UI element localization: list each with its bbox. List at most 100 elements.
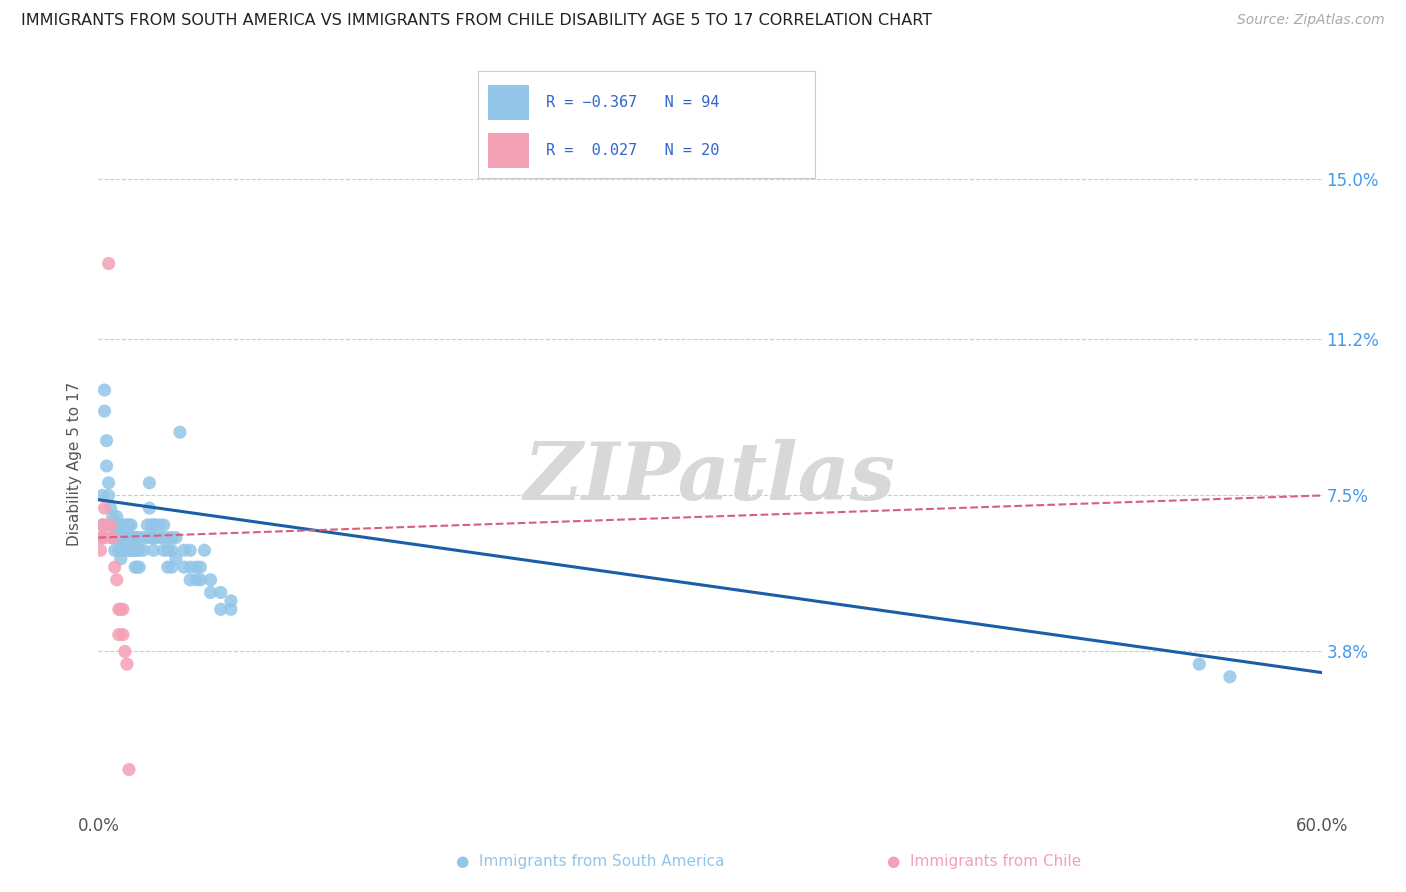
Point [100, 501, 122, 516]
Point [91, 518, 114, 533]
Point [97, 256, 120, 270]
Point [93, 531, 115, 545]
Point [128, 531, 150, 545]
Point [138, 475, 160, 490]
Point [200, 573, 222, 587]
Point [96, 518, 118, 533]
Point [142, 543, 165, 558]
Point [127, 531, 149, 545]
Point [105, 509, 128, 524]
Point [97, 488, 120, 502]
Point [169, 425, 191, 440]
Point [101, 531, 124, 545]
Y-axis label: Disability Age 5 to 17: Disability Age 5 to 17 [67, 382, 83, 546]
Point [136, 518, 159, 533]
Point [132, 531, 155, 545]
Text: ZIPatlas: ZIPatlas [524, 439, 896, 516]
Point [108, 518, 131, 533]
Point [108, 531, 131, 545]
Point [127, 543, 149, 558]
Point [179, 560, 201, 574]
Point [96, 434, 118, 448]
Point [128, 560, 150, 574]
Point [115, 531, 138, 545]
Point [101, 531, 124, 545]
Point [108, 602, 131, 616]
Point [142, 518, 165, 533]
Point [111, 627, 134, 641]
Point [149, 518, 172, 533]
Point [141, 531, 163, 545]
Point [165, 531, 187, 545]
Point [118, 543, 141, 558]
Point [108, 627, 131, 641]
Point [111, 543, 134, 558]
Point [152, 531, 174, 545]
Point [118, 763, 141, 777]
Point [156, 560, 179, 574]
Point [219, 602, 242, 616]
Point [120, 518, 142, 533]
Point [111, 518, 134, 533]
Point [111, 531, 134, 545]
Point [93, 404, 115, 418]
Text: Source: ZipAtlas.com: Source: ZipAtlas.com [1237, 13, 1385, 28]
Point [142, 531, 165, 545]
Point [132, 543, 155, 558]
Point [160, 531, 183, 545]
Point [127, 560, 149, 574]
Text: ●  Immigrants from Chile: ● Immigrants from Chile [887, 854, 1081, 869]
Point [165, 551, 187, 566]
Point [104, 543, 127, 558]
Point [118, 518, 141, 533]
Point [124, 543, 146, 558]
Point [93, 501, 115, 516]
Point [91, 531, 114, 545]
Point [200, 585, 222, 599]
Point [111, 602, 134, 616]
FancyBboxPatch shape [488, 134, 529, 168]
Point [110, 543, 132, 558]
Point [110, 518, 132, 533]
Point [124, 560, 146, 574]
Point [101, 518, 124, 533]
Point [115, 657, 138, 672]
Point [179, 573, 201, 587]
Point [120, 531, 142, 545]
Point [100, 518, 122, 533]
Point [101, 509, 124, 524]
Point [108, 543, 131, 558]
Point [219, 594, 242, 608]
Point [122, 543, 145, 558]
Point [188, 560, 212, 574]
Point [124, 531, 146, 545]
Text: IMMIGRANTS FROM SOUTH AMERICA VS IMMIGRANTS FROM CHILE DISABILITY AGE 5 TO 17 CO: IMMIGRANTS FROM SOUTH AMERICA VS IMMIGRA… [21, 13, 932, 29]
Point [160, 543, 183, 558]
Point [91, 518, 114, 533]
Point [1219, 670, 1241, 684]
Point [149, 531, 172, 545]
Point [188, 573, 212, 587]
Point [104, 560, 127, 574]
Point [114, 543, 136, 558]
Point [110, 602, 132, 616]
Point [115, 518, 138, 533]
Point [128, 543, 150, 558]
Point [105, 573, 128, 587]
Point [91, 488, 114, 502]
Point [145, 531, 167, 545]
Point [152, 543, 174, 558]
Point [152, 518, 174, 533]
Point [91, 531, 114, 545]
Point [186, 573, 208, 587]
Point [114, 518, 136, 533]
Point [120, 543, 142, 558]
Point [156, 543, 179, 558]
Point [156, 531, 179, 545]
Point [110, 531, 132, 545]
Point [100, 531, 122, 545]
Point [100, 518, 122, 533]
Point [209, 585, 232, 599]
Text: ●  Immigrants from South America: ● Immigrants from South America [457, 854, 724, 869]
Point [122, 531, 145, 545]
